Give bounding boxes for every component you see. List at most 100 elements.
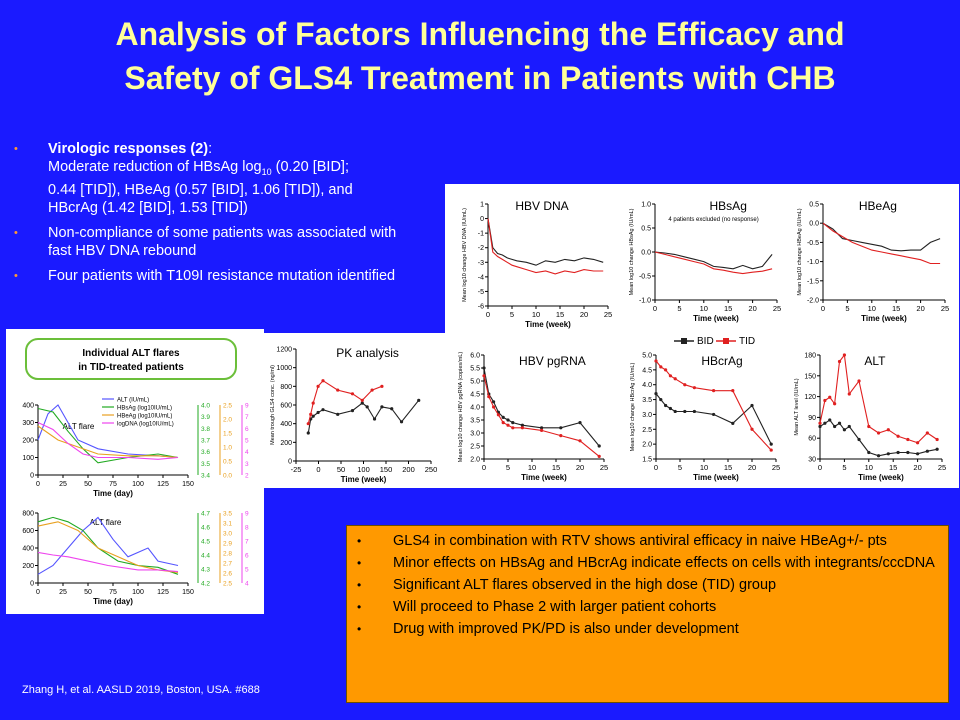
y-tick-label: 300 <box>22 420 34 427</box>
y-axis-label: Mean trough GLS4 conc. (ng/ml) <box>270 365 276 445</box>
right-tick-label: 4.3 <box>201 567 210 574</box>
x-tick-label: 0 <box>821 304 825 313</box>
y-tick-label: 3.0 <box>642 412 652 419</box>
series-line-1 <box>483 375 600 457</box>
series-line-0 <box>487 218 604 266</box>
data-point <box>750 427 754 431</box>
bullet-dot-icon: • <box>14 269 18 282</box>
right-tick-label: 2.5 <box>223 581 232 588</box>
data-point <box>309 412 313 416</box>
x-tick-label: 20 <box>748 304 756 313</box>
legend-label-tid: TID <box>739 336 755 347</box>
x-axis-label: Time (day) <box>93 489 133 498</box>
y-tick-label: 600 <box>22 528 34 535</box>
data-point <box>692 386 696 390</box>
bullet-dot-icon: • <box>357 622 362 636</box>
data-point <box>731 389 735 393</box>
y-tick-label: -2 <box>478 245 484 252</box>
data-point <box>654 392 658 396</box>
data-point <box>847 392 851 396</box>
data-point <box>823 421 827 425</box>
citation: Zhang H, et al. AASLD 2019, Boston, USA.… <box>22 684 260 696</box>
x-tick-label: 25 <box>772 463 780 472</box>
x-tick-label: 10 <box>865 463 873 472</box>
x-tick-label: 25 <box>941 304 949 313</box>
data-point <box>321 379 325 383</box>
x-tick-label: 25 <box>604 310 612 319</box>
y-tick-label: -2.0 <box>807 298 819 305</box>
right-tick-label: 2.0 <box>223 417 232 424</box>
bullet-text: Moderate reduction of HBsAg log <box>48 159 262 175</box>
x-axis-label: Time (day) <box>93 597 133 606</box>
data-point <box>664 403 668 408</box>
legend-label: HBeAg (log10IU/mL) <box>117 414 172 420</box>
y-tick-label: 0 <box>30 473 34 480</box>
data-point <box>833 402 837 406</box>
y-tick-label: -1 <box>478 231 484 238</box>
data-point <box>597 444 601 448</box>
x-tick-label: 0 <box>486 310 490 319</box>
y-axis-label: Mean log10 change HBeAg (IU/mL) <box>797 208 803 295</box>
y-tick-label: 90 <box>808 415 816 422</box>
data-point <box>664 368 668 372</box>
bullet-dot-icon: • <box>357 600 362 614</box>
data-point <box>769 442 773 446</box>
legend-label: logDNA (log10IU/mL) <box>117 422 174 428</box>
data-point <box>496 413 500 417</box>
data-point <box>306 422 310 426</box>
data-point <box>823 398 827 403</box>
right-tick-label: 7 <box>245 414 249 421</box>
legend-label: HBsAg (log10IU/mL) <box>117 406 172 412</box>
x-tick-label: 250 <box>425 465 438 474</box>
data-point <box>487 395 491 399</box>
right-tick-label: 4.4 <box>201 553 210 560</box>
bullet-dot-icon: • <box>14 143 18 155</box>
x-tick-label: 0 <box>36 589 40 596</box>
right-tick-label: 3.0 <box>223 531 232 538</box>
y-tick-label: 0.0 <box>641 250 651 257</box>
x-tick-label: 75 <box>109 589 117 596</box>
x-tick-label: 75 <box>109 481 117 488</box>
series-line-1 <box>487 218 604 275</box>
x-tick-label: 0 <box>36 481 40 488</box>
data-point <box>925 431 929 435</box>
data-point <box>818 424 822 429</box>
data-point <box>578 421 582 425</box>
x-tick-label: 10 <box>700 463 708 472</box>
bullet-dot-icon: • <box>14 226 18 239</box>
y-tick-label: -4 <box>478 274 484 281</box>
data-point <box>906 437 910 442</box>
data-point <box>321 408 325 412</box>
x-tick-label: 100 <box>357 465 370 474</box>
right-tick-label: 2.6 <box>223 571 232 578</box>
series-line-2 <box>37 425 179 459</box>
y-tick-label: 2.5 <box>470 444 480 451</box>
right-tick-label: 4.5 <box>201 539 210 546</box>
y-tick-label: 0.5 <box>641 226 651 233</box>
right-tick-label: 3 <box>245 461 249 468</box>
data-point <box>336 412 340 416</box>
bullet-heading: Virologic responses (2) <box>48 141 209 157</box>
right-tick-label: 4.6 <box>201 525 210 532</box>
y-tick-label: 2.0 <box>470 457 480 464</box>
summary-item: • GLS4 in combination with RTV shows anti… <box>357 532 938 550</box>
x-tick-label: 15 <box>556 310 564 319</box>
right-tick-label: 0.0 <box>223 473 232 480</box>
chart-annotation: 4 patients excluded (no response) <box>668 217 758 223</box>
data-point <box>350 409 355 413</box>
series-line-3 <box>37 422 179 460</box>
x-axis-label: Time (week) <box>858 473 904 482</box>
x-tick-label: 0 <box>653 304 657 313</box>
y-tick-label: 200 <box>22 438 34 445</box>
x-tick-label: 0 <box>818 463 822 472</box>
x-tick-label: 200 <box>402 465 415 474</box>
summary-box: • GLS4 in combination with RTV shows anti… <box>346 525 949 703</box>
panel-title-line-2: in TID-treated patients <box>78 362 184 373</box>
series-line-1 <box>655 360 772 451</box>
y-tick-label: 3.5 <box>642 397 652 404</box>
data-point <box>692 409 696 414</box>
data-point <box>712 389 716 393</box>
data-point <box>316 384 320 388</box>
data-point <box>857 437 861 442</box>
data-point <box>506 418 510 422</box>
